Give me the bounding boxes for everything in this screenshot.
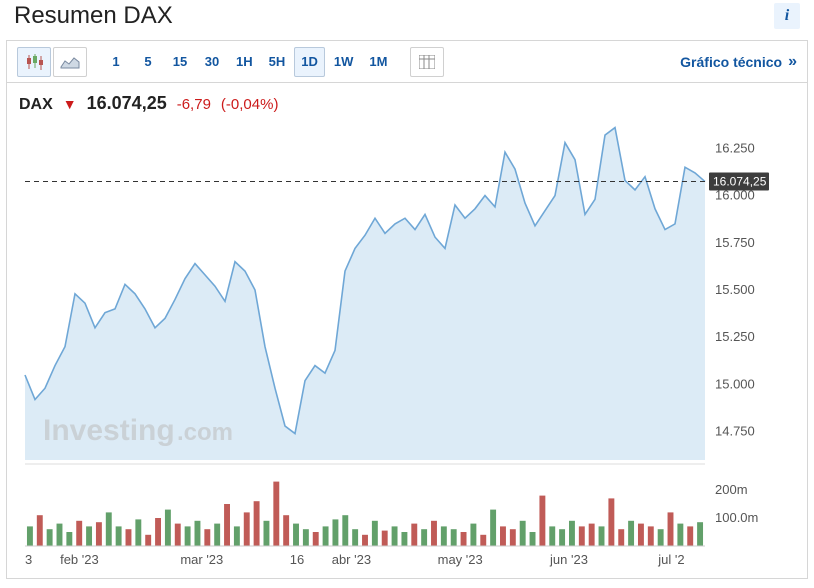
chart-canvas[interactable]: 14.75015.00015.25015.50015.75016.00016.2… bbox=[19, 120, 789, 570]
expand-button[interactable] bbox=[410, 47, 444, 77]
price-bar: DAX ▼ 16.074,25 -6,79 (-0,04%) bbox=[19, 93, 795, 114]
timeframe-30[interactable]: 30 bbox=[197, 47, 227, 77]
svg-text:mar '23: mar '23 bbox=[180, 552, 223, 567]
svg-text:16: 16 bbox=[290, 552, 304, 567]
svg-text:feb '23: feb '23 bbox=[60, 552, 99, 567]
svg-text:15.500: 15.500 bbox=[715, 282, 755, 297]
svg-text:14.750: 14.750 bbox=[715, 424, 755, 439]
timeframe-1D[interactable]: 1D bbox=[294, 47, 325, 77]
candle-chart-button[interactable] bbox=[17, 47, 51, 77]
svg-text:.com: .com bbox=[177, 419, 233, 446]
info-button[interactable]: i bbox=[774, 3, 800, 29]
timeframe-1H[interactable]: 1H bbox=[229, 47, 260, 77]
change-percent: (-0,04%) bbox=[221, 96, 279, 113]
svg-text:16.250: 16.250 bbox=[715, 140, 755, 155]
arrow-down-icon: ▼ bbox=[63, 96, 77, 112]
page-title: Resumen DAX bbox=[14, 2, 173, 30]
candlestick-icon bbox=[25, 53, 43, 71]
svg-text:Investing: Investing bbox=[43, 414, 175, 447]
area-chart-button[interactable] bbox=[53, 47, 87, 77]
svg-text:may '23: may '23 bbox=[438, 552, 483, 567]
svg-text:15.750: 15.750 bbox=[715, 235, 755, 250]
svg-text:100.0m: 100.0m bbox=[715, 510, 758, 525]
svg-text:jun '23: jun '23 bbox=[549, 552, 588, 567]
timeframe-5[interactable]: 5 bbox=[133, 47, 163, 77]
svg-text:200m: 200m bbox=[715, 482, 748, 497]
chevron-right-icon: » bbox=[788, 53, 797, 71]
last-price: 16.074,25 bbox=[87, 93, 167, 114]
svg-text:15.250: 15.250 bbox=[715, 329, 755, 344]
technical-chart-label: Gráfico técnico bbox=[680, 54, 782, 70]
timeframe-1W[interactable]: 1W bbox=[327, 47, 361, 77]
symbol-label: DAX bbox=[19, 96, 53, 114]
timeframe-15[interactable]: 15 bbox=[165, 47, 195, 77]
svg-text:abr '23: abr '23 bbox=[332, 552, 371, 567]
svg-text:jul '2: jul '2 bbox=[657, 552, 684, 567]
timeframe-1[interactable]: 1 bbox=[101, 47, 131, 77]
area-icon bbox=[60, 55, 80, 69]
change-value: -6,79 bbox=[177, 96, 211, 113]
technical-chart-link[interactable]: Gráfico técnico » bbox=[680, 53, 797, 71]
svg-text:3: 3 bbox=[25, 552, 32, 567]
svg-text:16.074,25: 16.074,25 bbox=[713, 175, 767, 189]
toolbar: 1515301H5H1D1W1M Gráfico técnico » bbox=[7, 41, 807, 83]
columns-icon bbox=[419, 55, 435, 69]
timeframe-5H[interactable]: 5H bbox=[262, 47, 293, 77]
timeframe-1M[interactable]: 1M bbox=[362, 47, 394, 77]
svg-text:15.000: 15.000 bbox=[715, 376, 755, 391]
chart-panel: 1515301H5H1D1W1M Gráfico técnico » DAX ▼… bbox=[6, 40, 808, 579]
